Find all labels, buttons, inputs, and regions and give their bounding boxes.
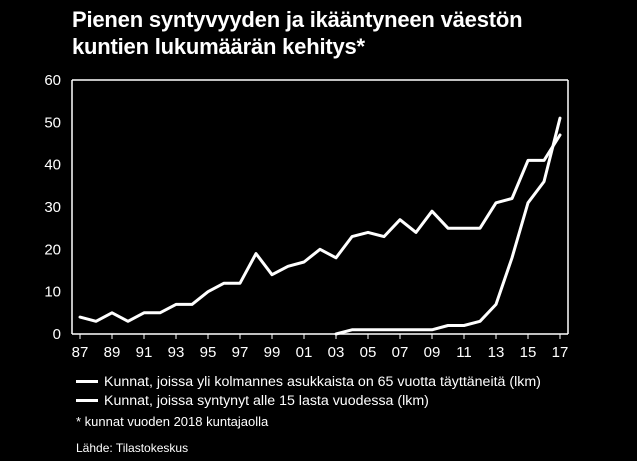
series-line-aged-population <box>78 133 562 323</box>
footnote: * kunnat vuoden 2018 kuntajaolla <box>76 414 269 429</box>
x-tick-label: 99 <box>264 344 281 361</box>
x-tick-label: 15 <box>520 344 537 361</box>
y-tick-label: 0 <box>53 326 61 343</box>
source-note: Lähde: Tilastokeskus <box>76 441 189 455</box>
x-tick-label: 05 <box>360 344 377 361</box>
x-tick-label: 87 <box>72 344 89 361</box>
chart-axes <box>71 79 569 339</box>
x-axis-tick-labels: 87 89 91 93 95 97 99 01 03 05 07 09 11 13 15 17 <box>72 344 569 361</box>
x-tick-label: 95 <box>200 344 217 361</box>
chart-title-line-2: kuntien lukumäärän kehitys* <box>72 34 365 59</box>
y-tick-label: 60 <box>44 72 61 89</box>
x-tick-label: 11 <box>456 344 472 361</box>
y-tick-label: 40 <box>44 157 61 174</box>
x-tick-label: 89 <box>104 344 121 361</box>
y-tick-label: 50 <box>44 114 61 131</box>
y-axis-tick-labels: 0 10 20 30 40 50 60 <box>44 72 61 343</box>
legend-swatch-aged-population <box>76 380 98 383</box>
legend-label-low-births: Kunnat, joissa syntynyt alle 15 lasta vu… <box>104 392 429 409</box>
chart-series <box>78 116 562 336</box>
x-tick-label: 09 <box>424 344 441 361</box>
chart-legend: Kunnat, joissa yli kolmannes asukkaista … <box>76 372 541 410</box>
y-tick-label: 20 <box>44 241 61 258</box>
legend-label-aged-population: Kunnat, joissa yli kolmannes asukkaista … <box>104 373 541 390</box>
series-line-low-births <box>334 116 562 336</box>
legend-item-aged-population: Kunnat, joissa yli kolmannes asukkaista … <box>76 372 541 391</box>
chart-title: Pienen syntyvyyden ja ikääntyneen väestö… <box>72 6 523 60</box>
y-tick-label: 30 <box>44 199 61 216</box>
x-tick-label: 17 <box>552 344 569 361</box>
x-tick-label: 03 <box>328 344 345 361</box>
x-tick-label: 93 <box>168 344 185 361</box>
x-tick-label: 07 <box>392 344 409 361</box>
x-tick-label: 13 <box>488 344 505 361</box>
x-tick-label: 91 <box>136 344 153 361</box>
y-tick-label: 10 <box>44 284 61 301</box>
x-tick-label: 97 <box>232 344 249 361</box>
legend-swatch-low-births <box>76 399 98 402</box>
chart-title-line-1: Pienen syntyvyyden ja ikääntyneen väestö… <box>72 7 523 32</box>
legend-item-low-births: Kunnat, joissa syntynyt alle 15 lasta vu… <box>76 391 541 410</box>
x-tick-label: 01 <box>296 344 313 361</box>
